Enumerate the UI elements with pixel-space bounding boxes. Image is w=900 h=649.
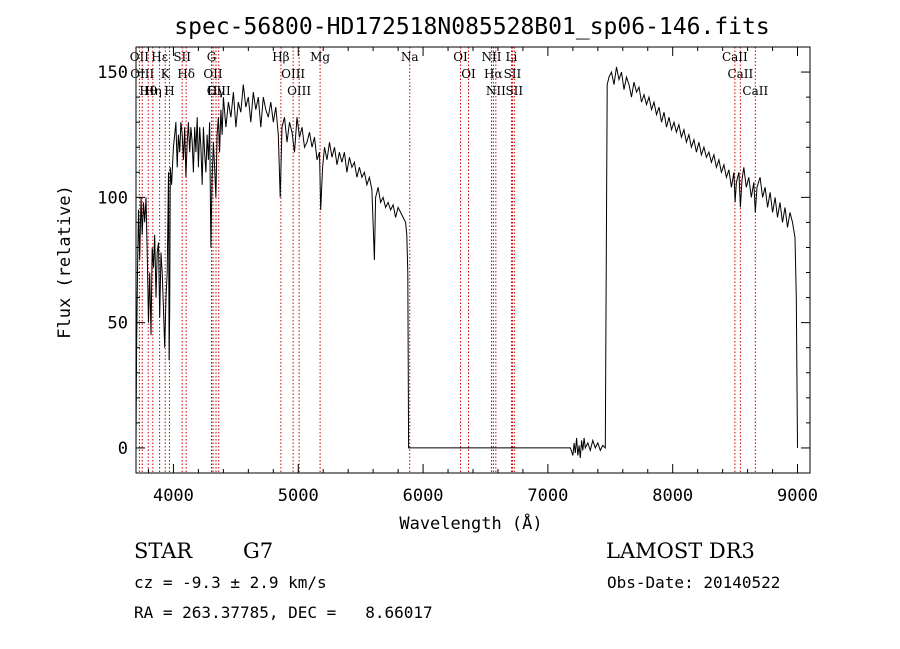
line-marker-label: CaII <box>742 84 768 98</box>
line-marker-label: K <box>161 67 171 81</box>
line-marker-label: Hδ <box>177 67 195 81</box>
line-marker-label: G <box>207 50 217 64</box>
line-marker-label: OII <box>130 50 150 64</box>
spectrum-line <box>135 66 798 459</box>
coordinates: RA = 263.37785, DEC = 8.66017 <box>134 603 433 622</box>
x-tick-label: 5000 <box>278 486 319 506</box>
y-tick-label: 150 <box>97 63 128 83</box>
line-marker-label: OIII <box>207 84 231 98</box>
object-type: STAR <box>134 539 193 563</box>
line-marker-label: OI <box>453 50 468 64</box>
line-marker-label: Hγ <box>207 84 225 98</box>
y-tick-label: 50 <box>108 314 128 334</box>
chart-title: spec-56800-HD172518N085528B01_sp06-146.f… <box>174 14 769 40</box>
line-marker-label: H <box>164 84 174 98</box>
line-marker-label: Li <box>506 50 518 64</box>
line-marker-label: Hε <box>151 50 168 64</box>
x-tick-label: 4000 <box>153 486 194 506</box>
line-marker-label: Hβ <box>272 50 289 64</box>
line-label-group: OIIOIIIHθHηHεKHSIIHδGOIIHγOIIIHβOIIIOIII… <box>130 50 769 98</box>
line-marker-label: OIII <box>287 84 311 98</box>
survey-name: LAMOST DR3 <box>606 539 755 563</box>
line-marker-label: OIII <box>130 67 154 81</box>
obs-date: Obs-Date: 20140522 <box>607 573 781 592</box>
line-marker-label: SII <box>504 67 522 81</box>
line-marker-label: Na <box>401 50 419 64</box>
line-marker-label: SII <box>173 50 191 64</box>
x-tick-label: 8000 <box>652 486 693 506</box>
line-marker-label: OI <box>461 67 476 81</box>
line-marker-label: OIII <box>281 67 305 81</box>
y-axis-label: Flux (relative) <box>55 185 75 339</box>
subclass: G7 <box>243 539 274 563</box>
line-marker-label: Hη <box>144 84 162 98</box>
line-marker-label: SII <box>505 84 523 98</box>
y-tick-label: 100 <box>97 188 128 208</box>
y-axis: 0 50 100 150 <box>97 46 810 474</box>
line-marker-label: OII <box>203 67 223 81</box>
x-tick-label: 7000 <box>527 486 568 506</box>
line-marker-label: NII <box>481 50 501 64</box>
x-axis: 4000 5000 6000 7000 8000 9000 <box>147 47 818 506</box>
x-axis-label: Wavelength (Å) <box>399 512 542 534</box>
x-tick-label: 9000 <box>777 486 818 506</box>
line-marker-label: Mg <box>310 50 330 64</box>
line-marker-label: Hθ <box>139 84 157 98</box>
line-marker-label: CaII <box>727 67 753 81</box>
redshift-value: cz = -9.3 ± 2.9 km/s <box>134 573 327 592</box>
line-marker-label: NII <box>486 84 506 98</box>
line-marker-label: Hα <box>484 67 503 81</box>
line-marker-label: CaII <box>722 50 748 64</box>
y-tick-label: 0 <box>118 439 128 459</box>
x-tick-label: 6000 <box>403 486 444 506</box>
